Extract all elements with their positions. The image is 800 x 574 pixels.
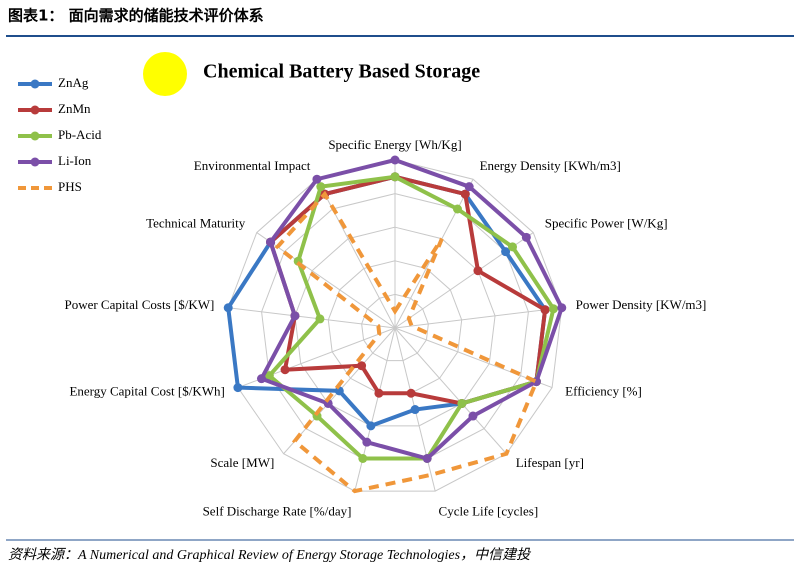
- legend-marker: [30, 157, 40, 167]
- data-point: [406, 388, 416, 398]
- spoke: [256, 232, 396, 329]
- spoke: [394, 327, 553, 389]
- spoke: [316, 179, 396, 329]
- series-line: [258, 157, 564, 461]
- data-point: [233, 383, 243, 393]
- data-point: [362, 437, 372, 447]
- data-point: [410, 405, 420, 415]
- data-point: [540, 305, 550, 315]
- data-point: [390, 155, 400, 165]
- axis-label: Specific Power [W/Kg]: [545, 216, 668, 231]
- series-line: [226, 174, 548, 429]
- data-point: [256, 374, 266, 384]
- data-point: [280, 365, 290, 375]
- data-point: [452, 204, 462, 214]
- axis-label: Technical Maturity: [146, 216, 246, 231]
- data-point: [557, 303, 567, 313]
- legend-marker: [30, 79, 40, 89]
- sun-icon: [143, 52, 187, 96]
- header-title: 图表1： 面向需求的储能技术评价体系: [8, 7, 264, 25]
- spoke: [354, 327, 396, 492]
- axis-label: Self Discharge Rate [%/day]: [203, 504, 352, 519]
- series-line: [266, 174, 556, 461]
- axis-label: Environmental Impact: [194, 158, 311, 173]
- source: 资料来源：A Numerical and Graphical Review of…: [8, 547, 532, 563]
- spoke: [394, 307, 562, 329]
- data-point: [460, 189, 470, 199]
- data-point: [468, 411, 478, 421]
- data-point: [473, 266, 483, 276]
- data-point: [357, 361, 367, 371]
- data-point: [374, 388, 384, 398]
- data-point: [501, 247, 511, 257]
- axis-label: Power Capital Costs [$/KW]: [64, 297, 214, 312]
- data-point: [264, 371, 274, 381]
- legend-label: ZnMn: [58, 101, 91, 116]
- data-point: [290, 311, 300, 321]
- data-point: [358, 453, 368, 463]
- legend-label: Li-Ion: [58, 153, 92, 168]
- spoke: [228, 307, 396, 329]
- axis-label: Energy Capital Cost [$/KWh]: [69, 384, 224, 399]
- data-point: [464, 182, 474, 192]
- data-point: [390, 172, 400, 182]
- grid-ring: [294, 226, 496, 427]
- data-point: [223, 303, 233, 313]
- grid-ring: [227, 159, 563, 492]
- data-point: [508, 242, 518, 252]
- data-point: [316, 182, 326, 192]
- legend-marker: [30, 105, 40, 115]
- data-point: [315, 314, 325, 324]
- data-point: [422, 453, 432, 463]
- axis-label: Cycle Life [cycles]: [439, 504, 539, 519]
- legend-label: Pb-Acid: [58, 127, 102, 142]
- chart-title: Chemical Battery Based Storage: [203, 61, 480, 83]
- axis-label: Specific Energy [Wh/Kg]: [328, 137, 461, 152]
- data-point: [548, 304, 558, 314]
- axis-label: Energy Density [KWh/m3]: [480, 158, 621, 173]
- data-point: [312, 174, 322, 184]
- axis-label: Power Density [KW/m3]: [576, 297, 707, 312]
- series-line: [274, 190, 539, 494]
- legend-marker: [30, 131, 40, 141]
- axis-label: Efficiency [%]: [565, 384, 642, 399]
- spoke: [394, 327, 507, 455]
- axis-label: Scale [MW]: [210, 455, 274, 470]
- data-point: [457, 398, 467, 408]
- data-point: [266, 237, 276, 247]
- data-point: [521, 232, 531, 242]
- legend-label: PHS: [58, 179, 82, 194]
- axis-label: Lifespan [yr]: [516, 455, 584, 470]
- legend-label: ZnAg: [58, 75, 89, 90]
- grid-ring: [361, 293, 429, 362]
- data-point: [366, 421, 376, 431]
